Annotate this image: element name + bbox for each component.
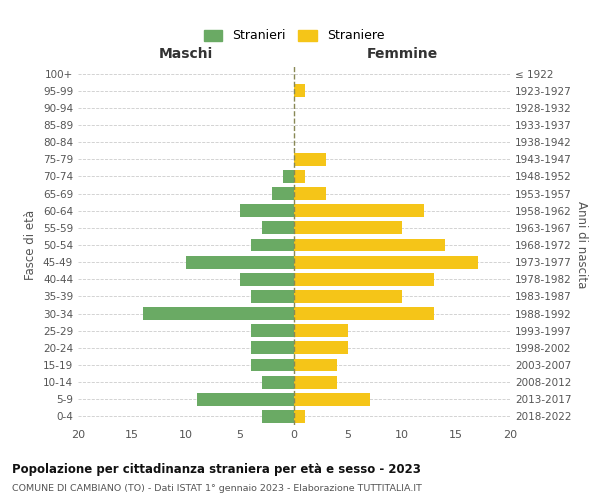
Bar — [294, 256, 478, 268]
Bar — [294, 410, 305, 423]
Y-axis label: Fasce di età: Fasce di età — [25, 210, 37, 280]
Bar — [283, 170, 294, 183]
Legend: Stranieri, Straniere: Stranieri, Straniere — [199, 24, 389, 48]
Text: Femmine: Femmine — [367, 48, 437, 62]
Text: COMUNE DI CAMBIANO (TO) - Dati ISTAT 1° gennaio 2023 - Elaborazione TUTTITALIA.I: COMUNE DI CAMBIANO (TO) - Dati ISTAT 1° … — [12, 484, 422, 493]
Bar — [294, 84, 305, 97]
Bar — [294, 358, 337, 372]
Bar — [262, 376, 294, 388]
Bar — [294, 222, 402, 234]
Bar — [294, 324, 348, 337]
Bar — [272, 187, 294, 200]
Bar — [294, 273, 434, 285]
Bar — [294, 393, 370, 406]
Bar — [251, 342, 294, 354]
Bar — [294, 204, 424, 217]
Bar — [251, 324, 294, 337]
Bar — [251, 358, 294, 372]
Bar — [294, 170, 305, 183]
Bar — [262, 410, 294, 423]
Bar — [251, 290, 294, 303]
Bar — [262, 222, 294, 234]
Bar — [294, 238, 445, 252]
Bar — [294, 187, 326, 200]
Bar — [294, 376, 337, 388]
Y-axis label: Anni di nascita: Anni di nascita — [575, 202, 588, 288]
Bar — [251, 238, 294, 252]
Bar — [240, 204, 294, 217]
Bar — [294, 290, 402, 303]
Text: Maschi: Maschi — [159, 48, 213, 62]
Bar — [294, 307, 434, 320]
Bar — [186, 256, 294, 268]
Bar — [143, 307, 294, 320]
Bar — [294, 342, 348, 354]
Bar — [240, 273, 294, 285]
Text: Popolazione per cittadinanza straniera per età e sesso - 2023: Popolazione per cittadinanza straniera p… — [12, 462, 421, 475]
Bar — [294, 153, 326, 166]
Bar — [197, 393, 294, 406]
